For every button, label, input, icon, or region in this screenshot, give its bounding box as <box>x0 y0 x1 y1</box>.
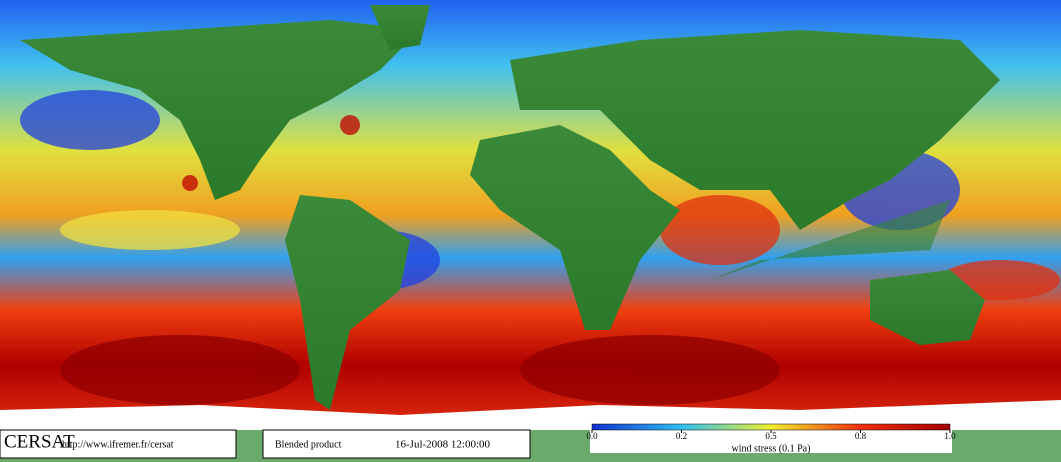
colorbar-tick-label: 0.5 <box>765 431 777 441</box>
url: http://www.ifremer.fr/cersat <box>62 439 174 450</box>
logo-box <box>0 429 237 459</box>
continents <box>20 5 1000 410</box>
colorbar-tick-label: 0.2 <box>676 431 687 441</box>
product-box <box>262 429 531 459</box>
colorbar <box>591 423 951 431</box>
product: Blended product <box>275 439 342 450</box>
date: 16-Jul-2008 12:00:00 <box>395 439 491 451</box>
colorbar-tick-label: 0.8 <box>855 431 867 441</box>
logo: CERSAT <box>4 431 75 452</box>
colorbar-tick-label: 0.0 <box>586 431 598 441</box>
colorbar-tick-label: 1.0 <box>944 431 956 441</box>
antarctica <box>0 400 1061 430</box>
colorbar-label: wind stress (0.1 Pa) <box>732 443 811 454</box>
